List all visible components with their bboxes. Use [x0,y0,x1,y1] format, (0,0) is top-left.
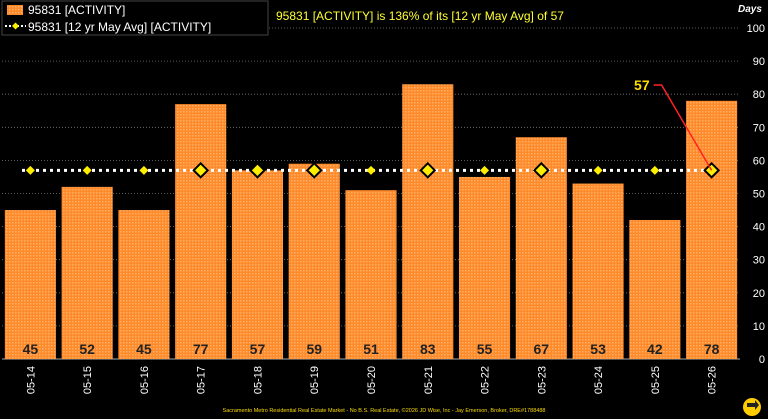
y-tick-label: 50 [753,189,765,201]
bar-value-label: 77 [193,341,209,357]
avg-point [366,165,376,175]
avg-point [650,165,660,175]
bar [118,210,170,359]
x-tick: 05-21 [423,366,435,394]
bar-value-label: 45 [23,341,39,357]
legend-diamond-icon [12,22,19,30]
x-tick: 05-18 [252,366,264,394]
y-axis-ticks: 0 10 20 30 40 50 60 70 80 90 100 [747,23,765,366]
x-tick: 05-16 [139,366,151,394]
avg-point [305,161,323,179]
bar [572,183,624,359]
bar [61,186,113,359]
bar-value-label: 42 [647,341,663,357]
x-tick-label: 05-25 [650,366,662,394]
x-tick-label: 05-18 [252,366,264,394]
y-unit-label: Days [738,4,762,15]
y-tick-label: 60 [753,155,765,167]
bar [458,176,511,359]
bar-value-label: 83 [420,341,436,357]
avg-point [139,165,149,175]
legend: 95831 [ACTIVITY] 95831 [12 yr May Avg] [… [1,0,269,36]
avg-point [532,161,550,179]
avg-point [480,165,490,175]
x-tick-label: 05-24 [593,366,605,394]
bar-value-label: 51 [363,341,379,357]
x-tick: 05-23 [536,366,548,394]
x-tick-label: 05-26 [707,366,719,394]
avg-point [25,165,35,175]
bar [4,210,56,359]
bar-series [4,84,738,360]
avg-callout: 57 [634,77,713,171]
bar-value-label: 53 [590,341,606,357]
bar-value-label: 59 [306,341,322,357]
x-tick-label: 05-15 [82,366,94,394]
y-tick-label: 80 [753,89,765,101]
avg-point [419,161,437,179]
avg-series [22,161,721,179]
bar [288,163,340,359]
footer-credit: Sacramento Metro Residential Real Estate… [223,407,546,414]
x-tick-label: 05-17 [196,366,208,394]
legend-bar-swatch [7,5,23,15]
y-tick-label: 10 [753,321,765,333]
x-tick: 05-15 [82,366,94,394]
x-tick: 05-24 [593,366,605,394]
bar [231,170,284,359]
bar [629,219,681,359]
y-tick-label: 30 [753,255,765,267]
chart-headline: 95831 [ACTIVITY] is 136% of its [12 yr M… [276,9,564,23]
x-tick: 05-17 [196,366,208,394]
x-tick-label: 05-19 [309,366,321,394]
callout-label: 57 [634,77,650,93]
x-tick-label: 05-16 [139,366,151,394]
x-tick: 05-19 [309,366,321,394]
y-tick-label: 40 [753,222,765,234]
x-tick-label: 05-14 [25,366,37,394]
x-tick-label: 05-22 [480,366,492,394]
avg-point [593,165,603,175]
y-tick-label: 70 [753,122,765,134]
y-tick-label: 90 [753,56,765,68]
x-tick: 05-26 [707,366,719,394]
x-tick: 05-14 [25,366,37,394]
bar-value-label: 55 [477,341,493,357]
circle-arrow-logo-icon [743,398,761,416]
avg-point [249,161,266,179]
legend-item-activity: 95831 [ACTIVITY] [28,3,125,17]
bar [686,100,738,359]
bar-value-label: 57 [250,341,266,357]
bar-value-labels: 45 52 45 77 57 59 51 83 55 67 53 42 78 [23,341,720,357]
legend-item-avg: 95831 [12 yr May Avg] [ACTIVITY] [28,20,211,34]
avg-point [82,165,92,175]
bar-value-label: 52 [79,341,95,357]
bar-value-label: 78 [704,341,720,357]
x-tick-label: 05-20 [366,366,378,394]
callout-line [653,84,713,171]
x-tick-label: 05-21 [423,366,435,394]
bar-value-label: 67 [534,341,550,357]
x-tick: 05-22 [480,366,492,394]
x-tick: 05-25 [650,366,662,394]
avg-point [192,161,210,179]
x-tick: 05-20 [366,366,378,394]
bar [345,190,397,359]
bar [402,84,454,360]
bar [175,104,227,359]
x-tick-label: 05-23 [536,366,548,394]
y-tick-label: 100 [747,23,765,35]
bar-value-label: 45 [136,341,152,357]
y-tick-label: 20 [753,288,765,300]
y-tick-label: 0 [759,354,765,366]
x-axis-ticks: 05-14 05-15 05-16 05-17 05-18 05-19 05-20 05-21… [25,366,718,394]
